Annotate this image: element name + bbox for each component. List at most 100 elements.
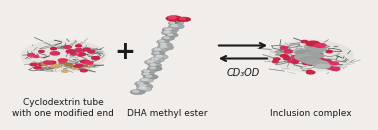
Circle shape	[146, 75, 152, 77]
Circle shape	[42, 63, 47, 65]
Circle shape	[39, 50, 44, 52]
Circle shape	[79, 53, 86, 55]
Text: +: +	[114, 40, 135, 64]
Circle shape	[83, 48, 90, 51]
Circle shape	[171, 25, 178, 27]
Circle shape	[150, 64, 156, 66]
Circle shape	[284, 50, 293, 53]
Circle shape	[160, 46, 167, 48]
Circle shape	[62, 70, 68, 72]
Circle shape	[304, 52, 318, 57]
Circle shape	[152, 47, 167, 53]
Circle shape	[51, 48, 57, 50]
Circle shape	[81, 60, 89, 63]
Circle shape	[304, 44, 323, 50]
Circle shape	[161, 43, 166, 45]
Circle shape	[310, 62, 318, 64]
Circle shape	[159, 40, 164, 42]
Circle shape	[65, 63, 72, 66]
Circle shape	[139, 78, 153, 83]
Circle shape	[169, 16, 176, 19]
Circle shape	[295, 50, 313, 56]
Circle shape	[72, 67, 78, 69]
Circle shape	[28, 54, 35, 56]
Circle shape	[308, 63, 315, 65]
Circle shape	[296, 59, 302, 61]
Circle shape	[323, 60, 332, 63]
Circle shape	[162, 27, 178, 33]
Circle shape	[144, 73, 149, 75]
Circle shape	[34, 56, 39, 57]
Circle shape	[78, 54, 83, 56]
Circle shape	[88, 50, 94, 53]
Circle shape	[144, 70, 149, 72]
Circle shape	[153, 54, 168, 60]
Circle shape	[273, 61, 278, 62]
Circle shape	[58, 59, 67, 62]
Circle shape	[314, 44, 326, 47]
Circle shape	[294, 54, 314, 61]
Circle shape	[76, 48, 82, 51]
Circle shape	[135, 81, 149, 86]
Circle shape	[81, 69, 87, 72]
Circle shape	[284, 56, 289, 58]
Circle shape	[180, 18, 186, 20]
Circle shape	[301, 40, 308, 43]
Circle shape	[164, 37, 169, 39]
Circle shape	[155, 48, 161, 51]
Circle shape	[293, 48, 309, 54]
Circle shape	[71, 53, 77, 55]
Circle shape	[50, 52, 60, 55]
Circle shape	[149, 57, 164, 62]
Circle shape	[43, 61, 50, 63]
Circle shape	[76, 50, 84, 52]
Circle shape	[51, 64, 59, 67]
Circle shape	[291, 56, 299, 58]
Circle shape	[147, 66, 162, 71]
Circle shape	[38, 63, 45, 66]
Circle shape	[74, 65, 78, 67]
Circle shape	[304, 58, 324, 65]
Circle shape	[150, 67, 156, 69]
Circle shape	[307, 70, 312, 72]
Circle shape	[157, 40, 169, 44]
Circle shape	[34, 67, 41, 69]
Circle shape	[30, 63, 37, 66]
Circle shape	[169, 24, 184, 29]
Circle shape	[71, 66, 77, 68]
Circle shape	[76, 45, 81, 47]
Ellipse shape	[20, 40, 106, 72]
Circle shape	[171, 21, 177, 23]
Ellipse shape	[268, 40, 354, 72]
Circle shape	[306, 46, 325, 53]
Circle shape	[157, 45, 174, 50]
Circle shape	[304, 52, 323, 59]
Circle shape	[144, 59, 160, 65]
Circle shape	[66, 50, 76, 53]
Circle shape	[147, 60, 153, 63]
Circle shape	[137, 82, 143, 84]
Circle shape	[292, 61, 298, 63]
Circle shape	[158, 42, 172, 47]
Circle shape	[306, 41, 319, 46]
Circle shape	[139, 87, 146, 89]
Circle shape	[52, 65, 59, 68]
Circle shape	[165, 28, 172, 30]
Text: DHA methyl ester: DHA methyl ester	[127, 109, 208, 118]
Circle shape	[154, 52, 159, 54]
Circle shape	[302, 61, 307, 63]
Circle shape	[166, 33, 178, 37]
Circle shape	[141, 72, 154, 76]
Circle shape	[84, 61, 93, 64]
Circle shape	[143, 74, 158, 80]
Circle shape	[136, 84, 153, 89]
Circle shape	[280, 55, 288, 57]
Circle shape	[280, 47, 288, 49]
Circle shape	[166, 16, 182, 21]
Circle shape	[282, 47, 287, 49]
Circle shape	[164, 31, 170, 33]
Circle shape	[288, 59, 297, 63]
Circle shape	[152, 58, 158, 60]
Circle shape	[303, 62, 310, 64]
Circle shape	[162, 36, 175, 41]
